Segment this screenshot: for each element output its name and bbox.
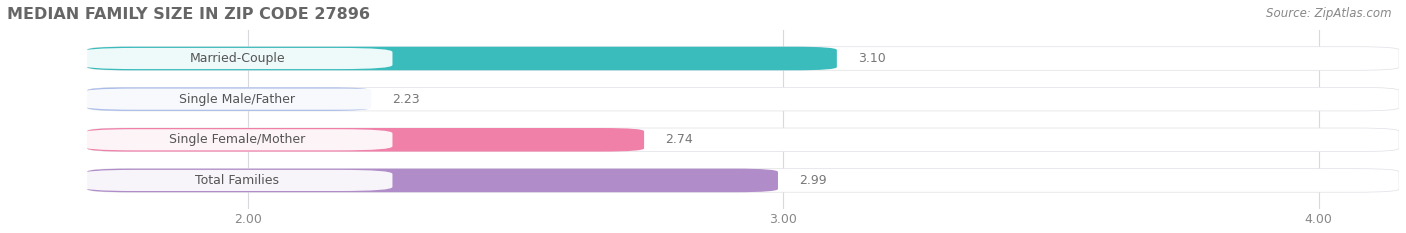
Text: Married-Couple: Married-Couple <box>190 52 285 65</box>
Text: 2.99: 2.99 <box>800 174 827 187</box>
Text: 2.23: 2.23 <box>392 93 420 106</box>
FancyBboxPatch shape <box>82 170 392 191</box>
FancyBboxPatch shape <box>87 87 371 111</box>
Text: Source: ZipAtlas.com: Source: ZipAtlas.com <box>1267 7 1392 20</box>
FancyBboxPatch shape <box>87 47 1399 70</box>
FancyBboxPatch shape <box>82 129 392 150</box>
FancyBboxPatch shape <box>87 47 837 70</box>
Text: 3.10: 3.10 <box>858 52 886 65</box>
Text: Single Female/Mother: Single Female/Mother <box>169 133 305 146</box>
Text: Total Families: Total Families <box>195 174 280 187</box>
Text: Single Male/Father: Single Male/Father <box>179 93 295 106</box>
FancyBboxPatch shape <box>87 128 644 152</box>
FancyBboxPatch shape <box>87 128 1399 152</box>
FancyBboxPatch shape <box>87 87 1399 111</box>
Text: 2.74: 2.74 <box>665 133 693 146</box>
FancyBboxPatch shape <box>82 48 392 69</box>
Text: MEDIAN FAMILY SIZE IN ZIP CODE 27896: MEDIAN FAMILY SIZE IN ZIP CODE 27896 <box>7 7 370 22</box>
FancyBboxPatch shape <box>87 169 778 192</box>
FancyBboxPatch shape <box>82 89 392 110</box>
FancyBboxPatch shape <box>87 169 1399 192</box>
